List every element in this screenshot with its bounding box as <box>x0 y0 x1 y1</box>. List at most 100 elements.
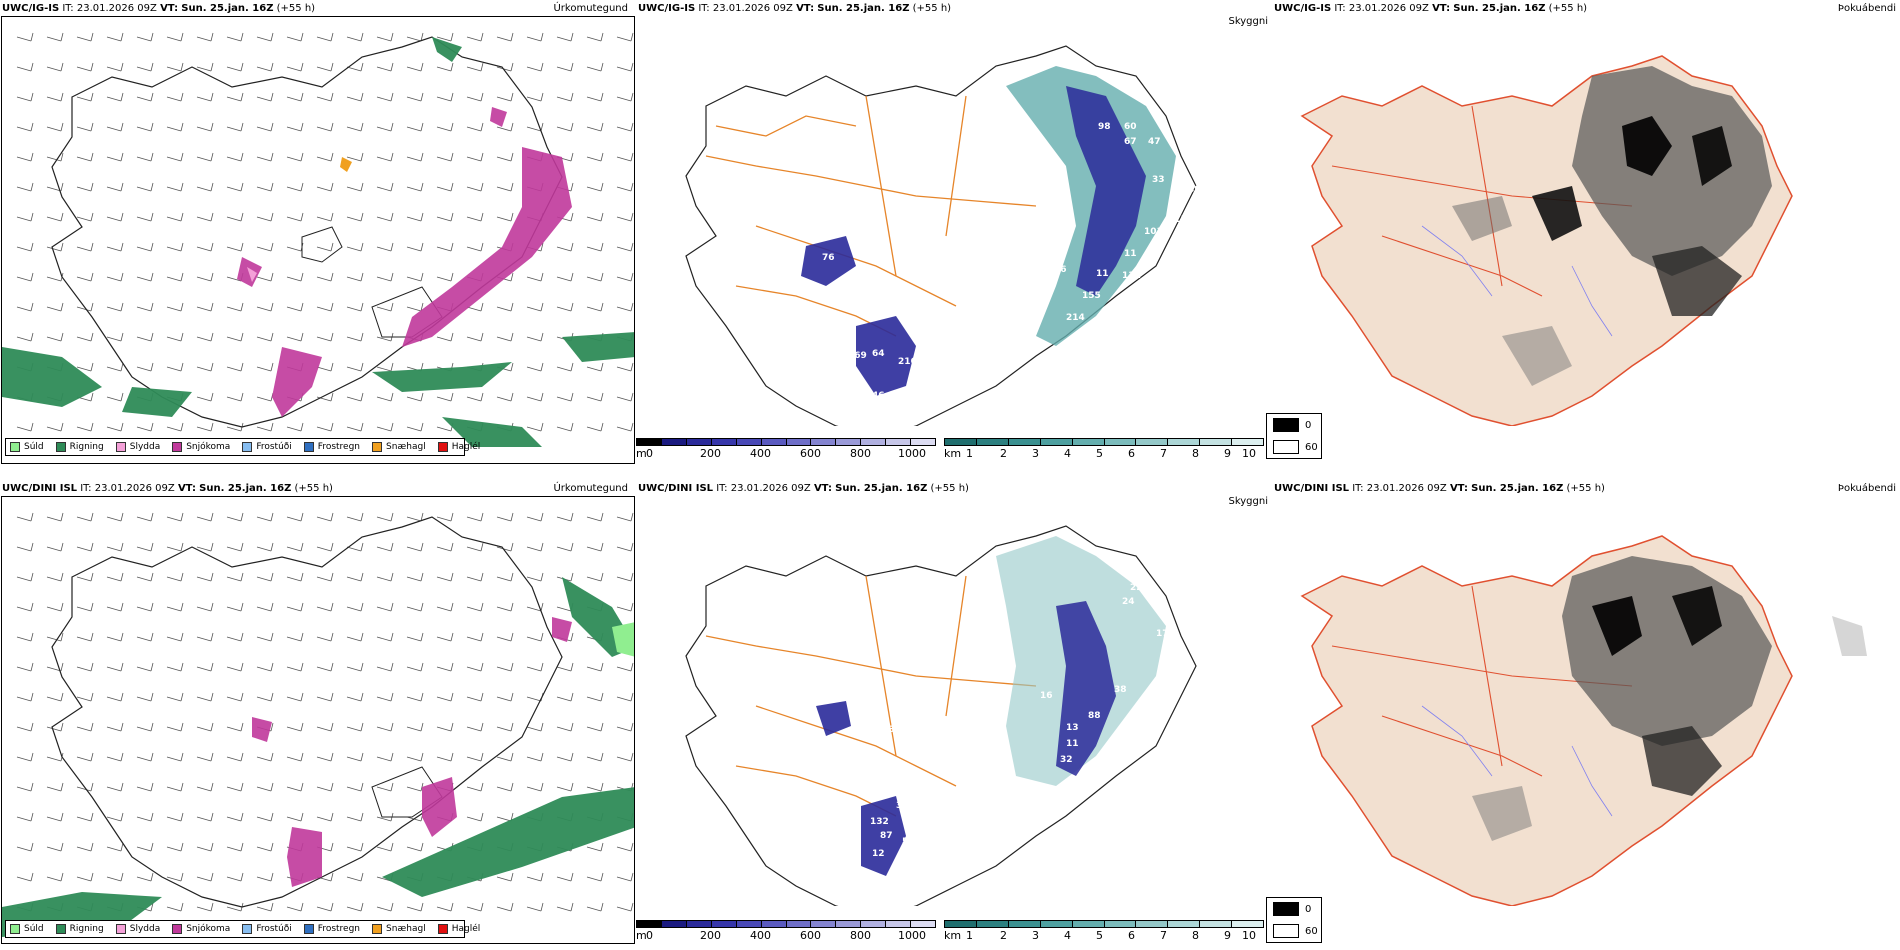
wind-barb <box>286 722 304 732</box>
wind-barb <box>76 332 94 342</box>
wind-barb <box>436 752 454 762</box>
wind-barb <box>436 662 454 672</box>
ceiling-value: 111 <box>1122 271 1141 281</box>
wind-barb <box>376 692 394 702</box>
wind-barb <box>586 902 604 912</box>
legend-swatch <box>172 924 183 934</box>
legend-item: Slydda <box>115 924 161 934</box>
wind-barb <box>76 752 94 762</box>
wind-barb <box>106 632 124 642</box>
wind-barb <box>496 92 514 102</box>
wind-barb <box>76 92 94 102</box>
wind-barb <box>16 842 34 852</box>
wind-barb <box>106 242 124 252</box>
wind-barb <box>256 542 274 552</box>
legend-label: Rigning <box>69 442 104 452</box>
wind-barb <box>226 602 244 612</box>
wind-barb <box>16 62 34 72</box>
wind-barb <box>226 572 244 582</box>
wind-barb <box>106 182 124 192</box>
wind-barb <box>76 812 94 822</box>
rain-area <box>382 787 634 897</box>
wind-barb <box>346 692 364 702</box>
colorbar-cell <box>1008 921 1041 927</box>
wind-barb <box>226 182 244 192</box>
wind-barb <box>16 872 34 882</box>
wind-barb <box>346 332 364 342</box>
wind-barb <box>556 362 574 372</box>
wind-barb <box>166 122 184 132</box>
wind-barb <box>46 812 64 822</box>
wind-barb <box>496 542 514 552</box>
legend-swatch <box>372 442 383 452</box>
colorbar-cell <box>786 921 812 927</box>
wind-barb <box>436 272 454 282</box>
wind-barb <box>406 62 424 72</box>
wind-barb <box>136 92 154 102</box>
wind-barb <box>256 62 274 72</box>
fog-area <box>1472 786 1532 841</box>
road-network <box>705 575 1037 817</box>
wind-barb <box>406 512 424 522</box>
wind-barb <box>466 392 484 402</box>
colorbar-cell <box>711 921 737 927</box>
tick-label: 0 <box>646 447 653 460</box>
wind-barb <box>286 302 304 312</box>
wind-barb <box>16 212 34 222</box>
tick-label: 1 <box>966 929 973 942</box>
param-label: Þokuábendi <box>1837 3 1896 14</box>
row-dini: UWC/DINI ISL IT: 23.01.2026 09Z VT: Sun.… <box>0 480 1900 950</box>
wind-barbs <box>16 32 634 432</box>
wind-barb <box>496 902 514 912</box>
wind-barb <box>106 92 124 102</box>
tick-label: 2 <box>1000 447 1007 460</box>
wind-barb <box>46 32 64 42</box>
tick-label: 9 <box>1224 447 1231 460</box>
wind-barb <box>346 362 364 372</box>
wind-barb <box>226 362 244 372</box>
wind-barb <box>196 782 214 792</box>
param-label: Úrkomutegund <box>553 483 628 494</box>
wind-barb <box>586 122 604 132</box>
legend-label: Slydda <box>129 924 161 934</box>
colorbar-cell <box>811 439 837 445</box>
ceiling-value: 60 <box>1124 122 1137 132</box>
wind-barb <box>406 422 424 432</box>
wind-barb <box>376 212 394 222</box>
tick-label: 7 <box>1160 929 1167 942</box>
wind-barb <box>166 722 184 732</box>
legend-swatch <box>242 442 253 452</box>
fog-legend-item: 60 <box>1273 440 1318 454</box>
wind-barb <box>46 872 64 882</box>
legend-label: Súld <box>24 442 44 452</box>
wind-barb <box>406 92 424 102</box>
tick-label: 600 <box>800 447 821 460</box>
ceiling-values: 98 60 67 47 18 18 74 70 13 76 16 11 155 … <box>822 122 1201 401</box>
wind-barb <box>346 122 364 132</box>
visibility-unit: km <box>944 929 962 942</box>
legend-label: Slydda <box>129 442 161 452</box>
wind-barb <box>256 872 274 882</box>
legend-label: Haglél <box>451 442 481 452</box>
wind-barb <box>496 152 514 162</box>
wind-barb <box>616 722 634 732</box>
visibility-colorbar-ticks: km 1 2 3 4 5 6 7 8 9 10 <box>944 929 1264 943</box>
rain-area <box>442 417 542 447</box>
colorbar-cell <box>1200 439 1233 445</box>
panel-title: UWC/DINI ISL IT: 23.01.2026 09Z VT: Sun.… <box>1274 483 1605 494</box>
wind-barb <box>286 812 304 822</box>
legend-swatch <box>242 924 253 934</box>
wind-barb <box>286 92 304 102</box>
wind-barb <box>436 242 454 252</box>
wind-barb <box>526 782 544 792</box>
wind-barb <box>166 512 184 522</box>
wind-barb <box>76 662 94 672</box>
colorbar-cell <box>686 921 712 927</box>
wind-barb <box>136 242 154 252</box>
ceiling-colorbar-ticks: m 0 200 400 600 800 1000 <box>636 929 936 943</box>
wind-barb <box>586 62 604 72</box>
wind-barb <box>256 782 274 792</box>
wind-barb <box>346 782 364 792</box>
tick-label: 7 <box>1160 447 1167 460</box>
wind-barb <box>136 632 154 642</box>
